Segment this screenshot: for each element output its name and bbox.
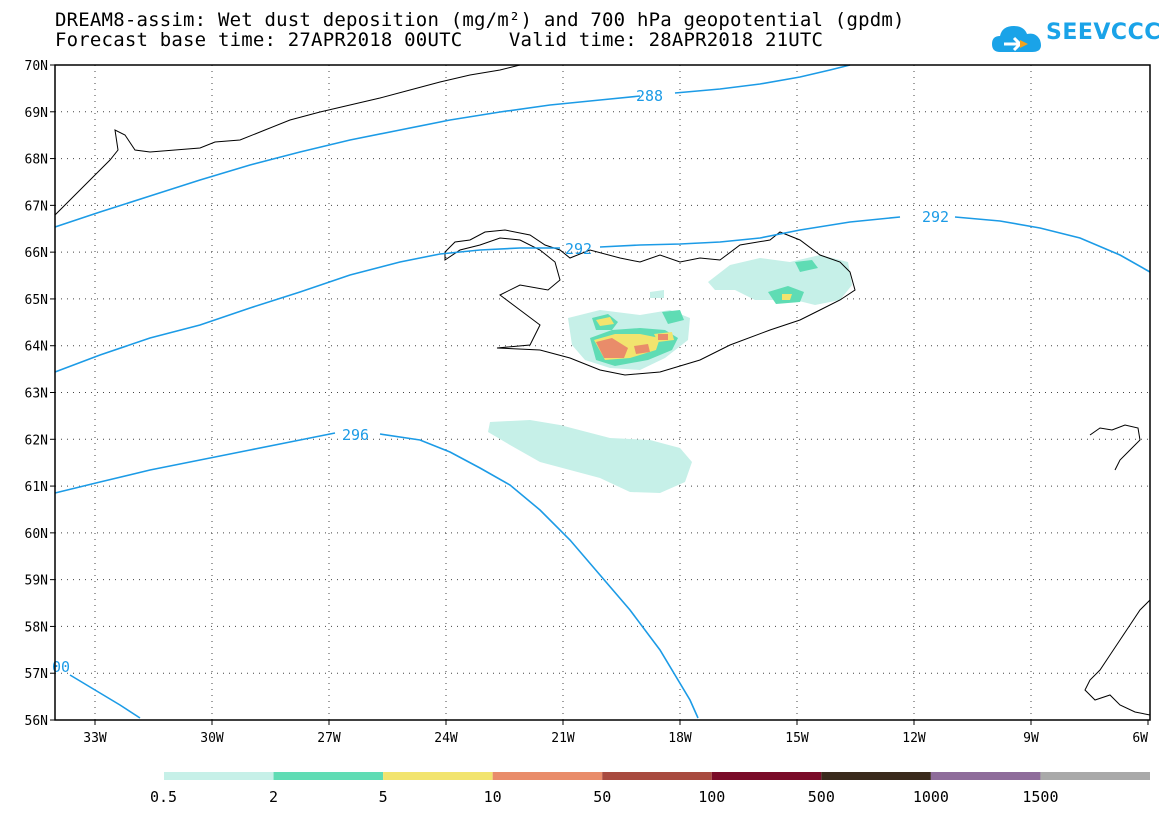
dust-5-a [596,317,614,326]
longitude-label: 12W [902,731,926,746]
contour-292-a [54,216,1151,373]
iceland-coast [444,229,856,376]
contour-label-292-east: 292 [922,208,949,226]
longitude-label: 9W [1023,731,1039,746]
latitude-label: 56N [25,714,48,729]
legend-label: 500 [808,788,835,806]
contour-300 [69,674,141,719]
longitude-labels: 33W 30W 27W 24W 21W 18W 15W 12W 9W 6W [83,720,1149,746]
contour-label-296: 296 [342,426,369,444]
longitude-label: 6W [1132,731,1148,746]
legend-swatch [602,772,712,780]
legend-swatch [492,772,603,780]
faroe-shetland-coast [1089,424,1141,471]
legend-swatch [164,772,274,780]
color-legend: 0.5 2 5 10 50 100 500 1000 1500 [150,772,1150,806]
latitude-labels: 70N 69N 68N 67N 66N 65N 64N 63N 62N 61N 60N 59N 58N 5… [25,59,55,729]
longitude-label: 30W [200,731,224,746]
latitude-label: 69N [25,106,48,121]
legend-label: 100 [698,788,725,806]
longitude-label: 15W [785,731,809,746]
latitude-label: 58N [25,620,48,635]
longitude-label: 24W [434,731,458,746]
coastlines [54,64,1151,716]
longitude-label: 33W [83,731,107,746]
contour-288 [54,64,851,228]
scandinavia-coast [1084,599,1151,716]
contour-label-292-west: 292 [565,240,592,258]
geopotential-contours [54,64,1151,719]
legend-swatch [930,772,1041,780]
dust-10-c [658,334,668,340]
legend-swatch [711,772,822,780]
latitude-label: 64N [25,340,48,355]
longitude-label: 27W [317,731,341,746]
dust-5-d [782,294,792,300]
dust-10-b [634,344,650,354]
legend-label: 1500 [1022,788,1058,806]
latitude-label: 63N [25,387,48,402]
dust-area-small [650,290,664,298]
longitude-label: 21W [551,731,575,746]
map-subtitle-times: Forecast base time: 27APR2018 00UTC Vali… [55,29,824,51]
latitude-label: 66N [25,246,48,261]
latitude-label: 60N [25,527,48,542]
contour-label-300: 00 [52,658,70,676]
latitude-label: 61N [25,480,48,495]
greenland-coast [54,64,521,216]
legend-swatch [821,772,931,780]
dust-10-a [596,338,628,358]
legend-label: 2 [269,788,278,806]
legend-label: 50 [593,788,611,806]
latitude-label: 68N [25,153,48,168]
dust-deposition-field [488,255,852,493]
dust-2-d [795,260,818,272]
dust-area-ocean [488,420,692,493]
seevccc-logo: SEEVCCC [990,18,1160,58]
legend-swatch [273,772,384,780]
latitude-label: 62N [25,433,48,448]
legend-swatch [1040,772,1150,780]
map-title: DREAM8-assim: Wet dust deposition (mg/m²… [55,9,905,31]
legend-label: 10 [484,788,502,806]
legend-label: 0.5 [150,788,177,806]
legend-swatch [383,772,493,780]
legend-label: 1000 [913,788,949,806]
longitude-label: 18W [668,731,692,746]
contour-296 [54,432,699,719]
latitude-label: 67N [25,199,48,214]
logo-text: SEEVCCC [1046,20,1161,45]
latitude-label: 59N [25,574,48,589]
dust-2-c [662,310,684,324]
latitude-label: 65N [25,293,48,308]
latitude-label: 57N [25,667,48,682]
latitude-label: 70N [25,59,48,74]
legend-label: 5 [379,788,388,806]
contour-label-288: 288 [636,87,663,105]
graticule [55,65,1150,720]
cloud-icon [992,26,1041,52]
